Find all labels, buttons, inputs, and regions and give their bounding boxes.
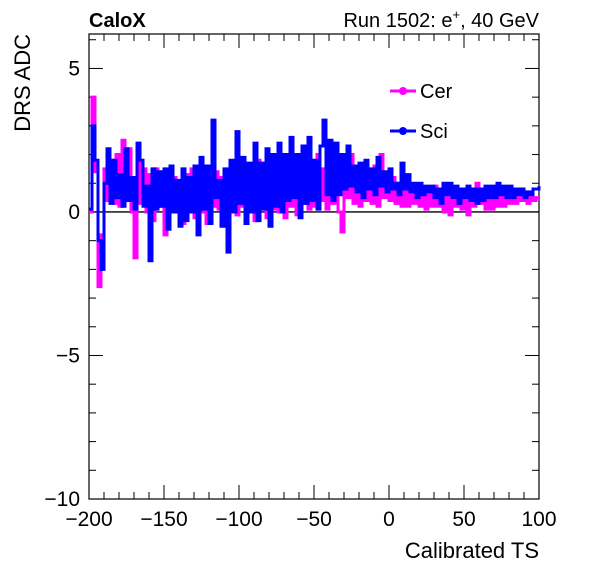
legend-label-sci: Sci — [420, 121, 448, 143]
run-prefix: Run 1502: e — [343, 10, 452, 32]
run-suffix: , 40 GeV — [460, 10, 540, 32]
axis-ticks — [88, 34, 540, 500]
y-tick-label: 0 — [68, 201, 80, 224]
y-tick-label: −5 — [56, 344, 80, 367]
legend-label-cer: Cer — [420, 81, 453, 103]
particle-charge: + — [452, 7, 460, 22]
run-label: Run 1502: e+, 40 GeV — [343, 7, 539, 32]
legend: Cer Sci — [390, 81, 453, 143]
plot-frame — [88, 33, 540, 500]
x-tick-label: −100 — [215, 508, 262, 531]
x-tick-label: 100 — [521, 508, 556, 531]
series-line-sci — [89, 118, 541, 271]
x-tick-label: −200 — [65, 508, 112, 531]
x-tick-label: −50 — [296, 508, 332, 531]
x-tick-label: −150 — [140, 508, 187, 531]
series-lines — [89, 95, 541, 289]
x-axis-title: Calibrated TS — [405, 538, 539, 563]
y-tick-label: −10 — [44, 488, 80, 511]
experiment-label: CaloX — [89, 10, 146, 32]
legend-marker-cer — [399, 87, 407, 95]
x-tick-label: 0 — [383, 508, 395, 531]
x-tick-label: 50 — [452, 508, 475, 531]
y-tick-label: 5 — [68, 57, 80, 80]
axis-tick-labels: −200 −150 −100 −50 0 50 100−10−505 — [44, 57, 556, 531]
y-axis-title: DRS ADC — [10, 34, 35, 132]
legend-marker-sci — [399, 127, 407, 135]
